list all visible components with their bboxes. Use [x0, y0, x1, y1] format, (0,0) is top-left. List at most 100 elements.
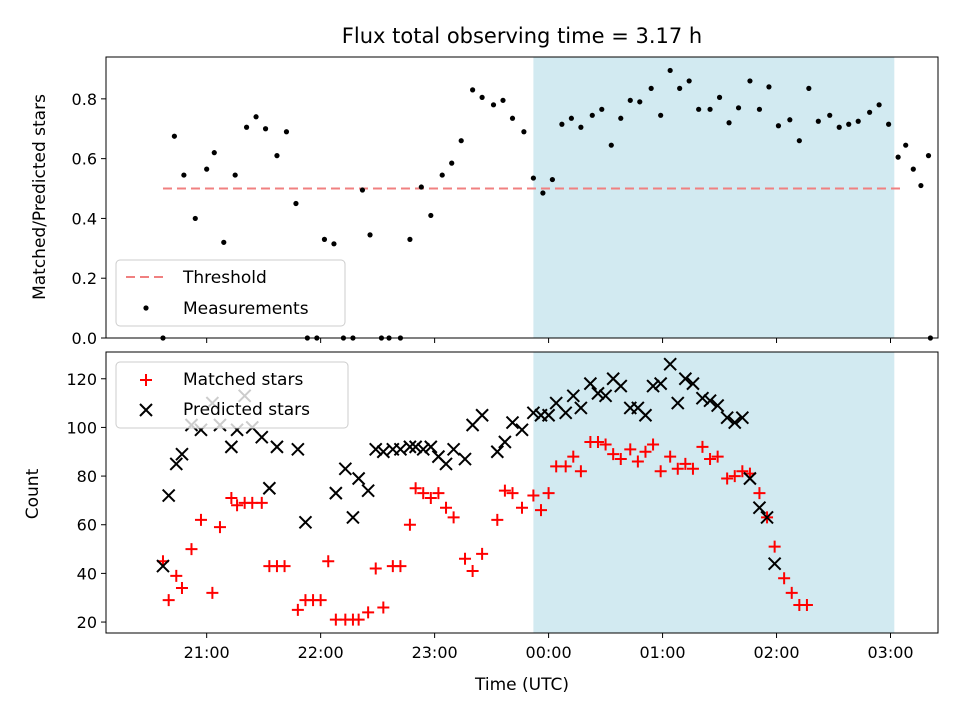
measurement-point	[716, 94, 723, 100]
matched-star-point	[175, 581, 188, 594]
predicted-star-point	[361, 483, 375, 498]
predicted-star-point	[175, 447, 189, 461]
predicted-star-point	[614, 379, 628, 393]
measurement-point	[449, 160, 455, 166]
matched-star-point	[352, 613, 365, 626]
predicted-star-point	[663, 357, 677, 371]
measurement-point	[903, 142, 909, 148]
legend-predicted-swatch	[139, 403, 153, 417]
matched-star-point	[686, 462, 699, 475]
matched-star-point	[574, 465, 587, 478]
predicted-star-point	[298, 515, 313, 530]
count-panel-frame	[105, 351, 939, 634]
measurement-point	[181, 172, 187, 178]
measurement-point	[540, 190, 546, 196]
count-x-axis: 21:00 22:00 23:00 00:00 01:00 02:00 03:00	[184, 633, 914, 662]
matched-star-point	[800, 599, 813, 612]
chart-title: Flux total observing time = 3.17 h	[342, 24, 702, 48]
matched-star-point	[647, 438, 660, 451]
matched-star-point	[631, 455, 644, 468]
predicted-star-point	[270, 440, 284, 454]
measurement-point	[458, 138, 464, 144]
count-y-axis-label: Count	[23, 468, 43, 519]
measurement-point	[910, 166, 916, 172]
predicted-star-point	[416, 442, 430, 457]
predicted-star-point	[703, 393, 717, 408]
matched-star-point	[213, 521, 226, 534]
measurement-point	[204, 166, 210, 172]
measurement-point	[787, 117, 793, 123]
measurement-point	[559, 121, 565, 127]
matched-star-point	[447, 511, 460, 524]
measurement-point	[648, 85, 654, 91]
predicted-star-point	[760, 510, 774, 525]
matched-star-point	[440, 501, 453, 514]
legend-predicted-label: Predicted stars	[183, 400, 310, 420]
predicted-star-point	[598, 389, 613, 403]
measurement-point	[627, 97, 633, 103]
matched-star-point	[614, 453, 627, 466]
measurement-point	[578, 124, 584, 130]
predicted-star-point	[224, 440, 239, 454]
matched-star-point	[194, 513, 207, 526]
matched-star-point	[753, 487, 766, 500]
matched-star-point	[498, 484, 511, 497]
ratio-y-tick-label: 0.2	[72, 269, 97, 288]
measurement-point	[192, 215, 198, 222]
measurement-point	[867, 109, 873, 115]
measurement-point	[735, 105, 742, 111]
measurement-point	[479, 94, 485, 100]
measurement-point	[331, 241, 337, 247]
matched-star-point	[206, 586, 219, 599]
measurement-point	[775, 123, 782, 129]
matched-star-point	[162, 594, 175, 607]
predicted-star-point	[369, 442, 383, 457]
measurement-point	[726, 120, 732, 126]
measurement-point	[836, 124, 842, 130]
matched-star-point	[377, 601, 390, 614]
ratio-y-axis-label: Matched/Predicted stars	[30, 94, 50, 300]
predicted-star-point	[515, 423, 529, 437]
matched-star-point	[506, 487, 519, 500]
measurement-point	[815, 118, 821, 124]
measurement-point	[886, 121, 892, 127]
measurement-point	[677, 85, 683, 91]
measurement-point	[756, 106, 763, 112]
count-observing-span	[533, 352, 895, 633]
ratio-x-ticks	[206, 338, 892, 343]
matched-star-point	[624, 443, 637, 456]
count-x-tick-label: 22:00	[298, 643, 344, 662]
matched-star-point	[476, 547, 489, 560]
matched-star-point	[639, 445, 652, 458]
matched-star-point	[231, 499, 244, 512]
measurement-points	[160, 67, 934, 341]
predicted-star-point	[458, 452, 472, 466]
ratio-observing-span	[533, 57, 895, 338]
predicted-star-point	[735, 410, 750, 425]
predicted-star-point	[351, 471, 366, 486]
predicted-star-point	[566, 389, 580, 403]
ratio-legend-box	[115, 259, 346, 327]
matched-star-point	[322, 555, 335, 568]
count-y-tick-label: 20	[77, 613, 97, 632]
count-x-tick-label: 00:00	[526, 643, 572, 662]
predicted-star-point	[490, 445, 505, 459]
measurement-point	[274, 153, 280, 159]
matched-star-points	[156, 436, 813, 626]
count-y-axis: 20 40 60 80 100 120	[66, 370, 106, 632]
matched-star-point	[542, 487, 555, 500]
measurement-point	[221, 239, 227, 245]
predicted-star-point	[403, 440, 417, 454]
count-y-tick-label: 60	[77, 516, 97, 535]
matched-star-point	[185, 543, 198, 556]
measurement-point	[439, 172, 445, 178]
count-x-tick-label: 02:00	[753, 643, 799, 662]
predicted-star-point	[583, 376, 598, 391]
matched-star-point	[534, 504, 547, 517]
measurement-point	[876, 102, 882, 108]
predicted-star-point	[646, 379, 660, 393]
measurement-point	[599, 106, 605, 112]
matched-star-point	[591, 436, 604, 449]
predicted-star-point	[767, 556, 782, 571]
